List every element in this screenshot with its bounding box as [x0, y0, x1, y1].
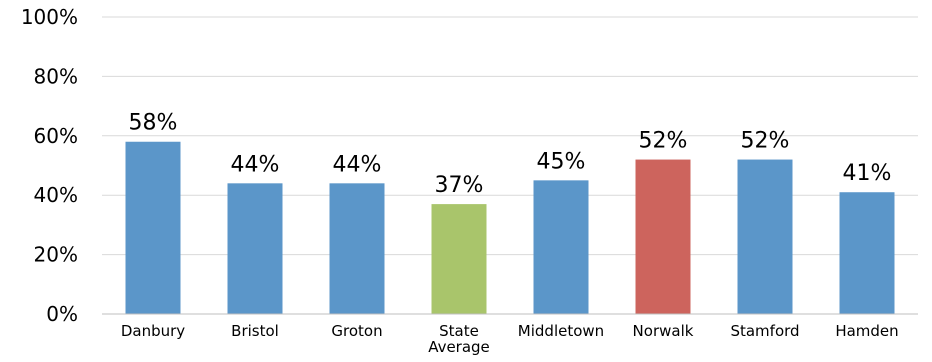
- x-tick-label: Middletown: [518, 322, 604, 340]
- y-tick-label: 20%: [34, 243, 78, 267]
- y-tick-label: 40%: [34, 183, 78, 207]
- data-label: 37%: [435, 173, 484, 198]
- bar: [635, 159, 691, 314]
- bar: [431, 204, 487, 314]
- bar: [125, 141, 181, 314]
- data-labels: 58% 44% 44% 37% 45% 52% 52% 41%: [129, 111, 892, 198]
- data-label: 44%: [231, 152, 280, 177]
- data-label: 44%: [333, 152, 382, 177]
- bar: [737, 159, 793, 314]
- x-tick-label: Hamden: [835, 322, 898, 340]
- x-tick-label: Bristol: [231, 322, 279, 340]
- x-tick-label: Norwalk: [633, 322, 694, 340]
- y-axis-tick-labels: 0% 20% 40% 60% 80% 100%: [21, 5, 78, 326]
- x-tick-label: Groton: [331, 322, 382, 340]
- bar: [329, 183, 385, 314]
- x-tick-label-line: Norwalk: [633, 322, 694, 340]
- bars: [125, 141, 895, 314]
- data-label: 45%: [537, 149, 586, 174]
- y-tick-label: 80%: [34, 64, 78, 88]
- y-tick-label: 100%: [21, 5, 78, 29]
- x-tick-label: State Average: [428, 322, 490, 356]
- x-tick-label-line: Groton: [331, 322, 382, 340]
- data-label: 41%: [843, 161, 892, 186]
- x-tick-label: Stamford: [730, 322, 799, 340]
- x-axis-tick-labels: Danbury Bristol Groton State Average Middleto…: [121, 322, 899, 356]
- y-tick-label: 0%: [46, 302, 78, 326]
- y-tick-label: 60%: [34, 124, 78, 148]
- x-tick-label: Danbury: [121, 322, 185, 340]
- bar: [533, 180, 589, 314]
- x-tick-label-line: Danbury: [121, 322, 185, 340]
- bar: [227, 183, 283, 314]
- data-label: 52%: [741, 129, 790, 154]
- data-label: 52%: [639, 129, 688, 154]
- x-tick-label-line: Middletown: [518, 322, 604, 340]
- x-tick-label-line: Hamden: [835, 322, 898, 340]
- x-tick-label-line: Bristol: [231, 322, 279, 340]
- bar: [839, 192, 895, 314]
- x-tick-label-line: State: [439, 322, 479, 340]
- x-tick-label-line: Stamford: [730, 322, 799, 340]
- data-label: 58%: [129, 111, 178, 136]
- x-tick-label-line: Average: [428, 338, 490, 356]
- gridlines: [102, 16, 918, 256]
